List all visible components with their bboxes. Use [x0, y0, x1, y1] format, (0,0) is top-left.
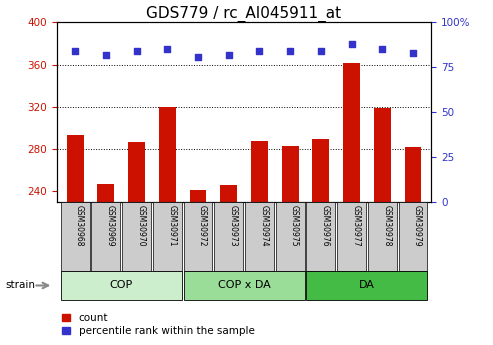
Bar [159, 107, 176, 202]
Point [102, 52, 110, 58]
Bar [183, 202, 212, 271]
Legend: count, percentile rank within the sample: count, percentile rank within the sample [62, 313, 254, 336]
Bar [98, 184, 114, 202]
Bar [404, 147, 422, 202]
Bar [128, 142, 145, 202]
Bar [220, 185, 237, 202]
Bar [214, 202, 243, 271]
Text: COP x DA: COP x DA [218, 280, 270, 290]
Text: GSM30976: GSM30976 [321, 205, 330, 247]
Bar [306, 202, 335, 271]
Point [225, 52, 233, 58]
Bar [337, 202, 366, 271]
Point [255, 48, 263, 54]
Bar [183, 271, 305, 300]
Text: GSM30969: GSM30969 [106, 205, 115, 247]
Text: GSM30968: GSM30968 [75, 205, 84, 247]
Point [409, 50, 417, 56]
Text: GSM30975: GSM30975 [290, 205, 299, 247]
Bar [398, 202, 427, 271]
Text: GSM30977: GSM30977 [352, 205, 360, 247]
Point [71, 48, 79, 54]
Bar [343, 62, 360, 202]
Bar [251, 141, 268, 202]
Text: COP: COP [109, 280, 133, 290]
Text: GSM30972: GSM30972 [198, 205, 207, 247]
Bar [374, 108, 390, 202]
Bar [368, 202, 397, 271]
Point [317, 48, 325, 54]
Bar [91, 202, 120, 271]
Bar [282, 146, 299, 202]
Title: GDS779 / rc_AI045911_at: GDS779 / rc_AI045911_at [146, 6, 342, 22]
Bar [61, 202, 90, 271]
Text: GSM30979: GSM30979 [413, 205, 422, 247]
Text: GSM30974: GSM30974 [259, 205, 268, 247]
Bar [153, 202, 182, 271]
Bar [67, 135, 84, 202]
Text: GSM30971: GSM30971 [167, 205, 176, 247]
Bar [61, 271, 182, 300]
Text: DA: DA [359, 280, 375, 290]
Text: strain: strain [5, 280, 35, 290]
Bar [245, 202, 274, 271]
Point [194, 54, 202, 59]
Point [348, 41, 355, 47]
Text: GSM30978: GSM30978 [382, 205, 391, 247]
Point [133, 48, 141, 54]
Point [378, 47, 386, 52]
Text: GSM30973: GSM30973 [229, 205, 238, 247]
Bar [122, 202, 151, 271]
Bar [276, 202, 305, 271]
Point [163, 47, 171, 52]
Bar [313, 138, 329, 202]
Bar [306, 271, 427, 300]
Text: GSM30970: GSM30970 [137, 205, 145, 247]
Point [286, 48, 294, 54]
Bar [189, 190, 207, 202]
